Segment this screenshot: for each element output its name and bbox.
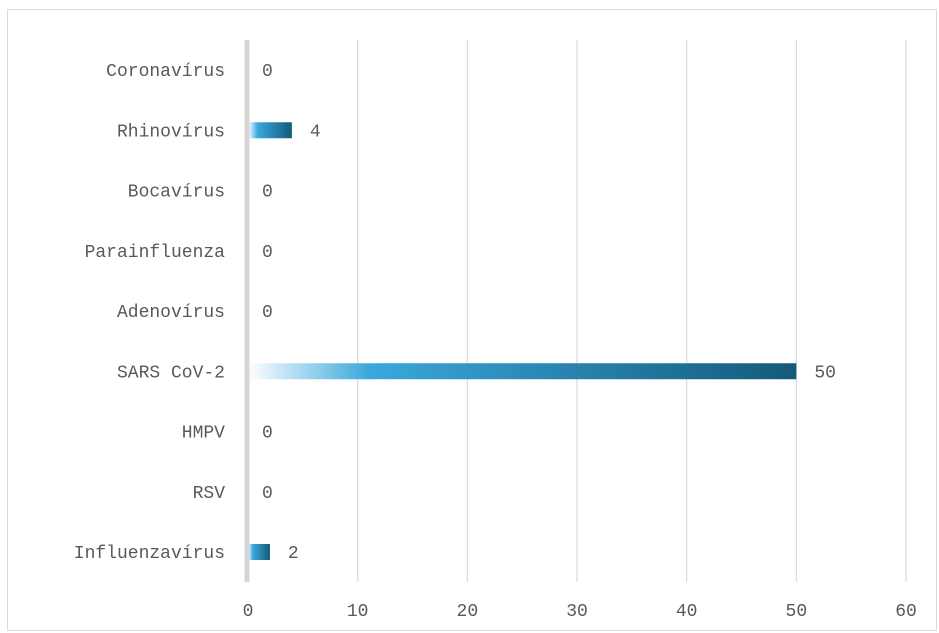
- x-tick-labels: 0 10 20 30 40 50 60: [243, 602, 917, 622]
- x-tick-label: 40: [676, 602, 698, 622]
- data-label: 0: [262, 424, 273, 444]
- x-tick-label: 0: [243, 602, 254, 622]
- chart-frame: [7, 9, 937, 631]
- x-tick-label: 20: [457, 602, 479, 622]
- data-label: 0: [262, 303, 273, 323]
- data-labels: 0 4 0 0 0 50 0 0 2: [262, 62, 836, 564]
- category-label: Adenovírus: [117, 303, 225, 323]
- category-label: Coronavírus: [106, 62, 225, 82]
- bar: [248, 363, 797, 380]
- x-tick-label: 50: [786, 602, 808, 622]
- x-tick-label: 60: [895, 602, 917, 622]
- category-label: HMPV: [182, 424, 225, 444]
- category-label: Parainfluenza: [85, 243, 226, 263]
- data-label: 2: [288, 544, 299, 564]
- data-label: 0: [262, 484, 273, 504]
- category-label: RSV: [193, 484, 226, 504]
- category-labels: Coronavírus Rhinovírus Bocavírus Parainflue…: [74, 62, 225, 564]
- data-label: 0: [262, 183, 273, 203]
- bars: [248, 122, 797, 560]
- category-label: SARS CoV-2: [117, 363, 225, 383]
- category-label: Bocavírus: [128, 183, 225, 203]
- data-label: 50: [814, 363, 836, 383]
- data-label: 4: [310, 122, 321, 142]
- bar: [248, 544, 270, 560]
- gridlines: [357, 40, 907, 582]
- x-tick-label: 30: [566, 602, 588, 622]
- data-label: 0: [262, 243, 273, 263]
- x-tick-label: 10: [347, 602, 369, 622]
- category-label: Influenzavírus: [74, 544, 225, 564]
- category-label: Rhinovírus: [117, 122, 225, 142]
- bar: [248, 122, 292, 139]
- data-label: 0: [262, 62, 273, 82]
